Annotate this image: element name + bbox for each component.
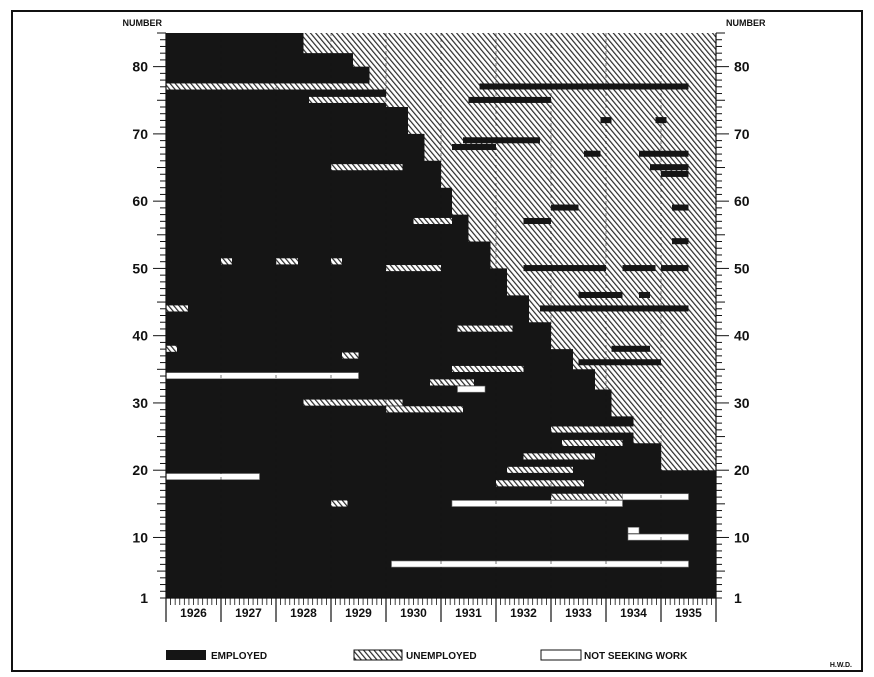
right-tick-label: 1 [734, 590, 742, 606]
legend-label-unemployed: UNEMPLOYED [406, 651, 477, 662]
employed-streak [578, 291, 623, 299]
right-tick-label: 50 [734, 260, 750, 276]
not-seeking-work-streak [627, 533, 689, 541]
left-tick-label: 50 [132, 260, 148, 276]
unemployed-streak [507, 466, 573, 473]
employed-streak [672, 204, 689, 211]
left-y-axis-title: NUMBER [123, 18, 163, 28]
unemployed-streak [413, 217, 452, 225]
legend-label-not-seeking: NOT SEEKING WORK [584, 651, 688, 662]
employed-streak [600, 117, 612, 124]
left-tick-label: 1 [140, 590, 148, 606]
unemployed-streak [386, 265, 441, 272]
unemployed-streak [562, 439, 623, 446]
employed-streak [672, 238, 689, 245]
unemployed-streak [221, 258, 232, 265]
employed-streak [523, 217, 551, 225]
right-tick-label: 60 [734, 193, 750, 209]
right-tick-label: 10 [734, 529, 750, 545]
right-tick-label: 20 [734, 462, 750, 478]
unemployed-streak [166, 345, 177, 352]
legend-swatch-employed [166, 650, 206, 660]
not-seeking-work-streak [165, 372, 359, 380]
left-tick-label: 40 [132, 328, 148, 344]
unemployed-streak [166, 305, 188, 312]
unemployed-streak [551, 426, 634, 433]
not-seeking-work-streak [451, 500, 623, 507]
not-seeking-work-streak [457, 385, 486, 393]
not-seeking-work-streak [622, 493, 689, 501]
legend-swatch-unemployed [353, 649, 403, 661]
unemployed-streak [309, 96, 386, 103]
employed-streak [661, 265, 689, 272]
x-tick-label: 1927 [235, 606, 262, 620]
unemployed-streak [303, 399, 403, 406]
employed-streak [622, 265, 656, 272]
unemployed-streak [457, 325, 513, 332]
axes: 1 1 10 10 20 20 30 30 40 40 50 50 60 60 70 70 80 80 NUMBER… [123, 18, 766, 622]
right-y-axis-title: NUMBER [726, 18, 766, 28]
employed-streak [551, 204, 579, 211]
employed-streak [611, 345, 650, 352]
right-tick-label: 30 [734, 395, 750, 411]
x-tick-label: 1929 [345, 606, 372, 620]
left-tick-label: 80 [132, 59, 148, 75]
x-tick-label: 1935 [675, 606, 702, 620]
right-tick-label: 80 [734, 59, 750, 75]
plot-area [165, 33, 716, 598]
unemployed-streak [331, 500, 348, 507]
employed-streak [650, 164, 689, 171]
employed-streak [463, 137, 540, 144]
x-tick-label: 1930 [400, 606, 427, 620]
x-tick-label: 1932 [510, 606, 537, 620]
not-seeking-work-streak [165, 473, 260, 480]
unemployed-streak [430, 379, 474, 386]
unemployed-streak [331, 258, 342, 265]
unemployed-streak [523, 453, 595, 460]
left-tick-label: 20 [132, 462, 148, 478]
unemployed-streak [386, 406, 463, 413]
right-tick-label: 70 [734, 126, 750, 142]
unemployed-streak [452, 365, 524, 372]
employed-streak [655, 117, 667, 124]
employed-streak [468, 96, 551, 103]
unemployed-streak [331, 164, 403, 171]
legend-label-employed: EMPLOYED [211, 651, 267, 662]
x-tick-label: 1931 [455, 606, 482, 620]
x-tick-label: 1933 [565, 606, 592, 620]
employed-streak [661, 170, 689, 177]
legend: EMPLOYED UNEMPLOYED NOT SEEKING WORK [166, 649, 688, 662]
employed-streak [479, 83, 689, 90]
left-tick-label: 60 [132, 193, 148, 209]
left-tick-label: 70 [132, 126, 148, 142]
unemployed-streak [276, 258, 298, 265]
employed-streak [584, 150, 601, 157]
credit-label: H.W.D. [830, 662, 852, 669]
left-tick-label: 30 [132, 395, 148, 411]
x-tick-label: 1934 [620, 606, 647, 620]
x-tick-label: 1928 [290, 606, 317, 620]
left-tick-label: 10 [132, 529, 148, 545]
legend-swatch-not-seeking [540, 649, 582, 661]
employed-streak [452, 143, 496, 151]
not-seeking-work-streak [391, 560, 689, 568]
not-seeking-work-streak [627, 527, 640, 534]
employed-streak [523, 265, 606, 272]
employed-streak [540, 305, 689, 312]
unemployed-streak [496, 480, 584, 487]
right-tick-label: 40 [734, 328, 750, 344]
employed-streak [578, 359, 661, 366]
chart-frame [11, 10, 863, 672]
employed-streak [639, 150, 689, 157]
employed-streak [639, 291, 650, 299]
unemployed-streak [166, 83, 386, 90]
x-tick-label: 1926 [180, 606, 207, 620]
unemployed-streak [342, 352, 359, 359]
unemployed-streak [551, 493, 628, 500]
